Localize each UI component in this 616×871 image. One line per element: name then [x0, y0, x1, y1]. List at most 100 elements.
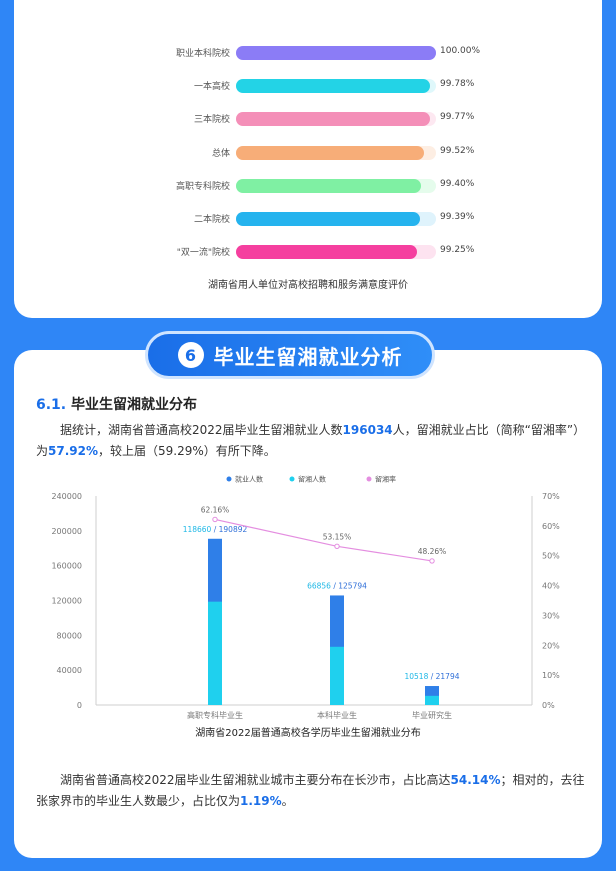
y-right-tick-label: 0%	[542, 701, 555, 710]
bar-label-retained: 118660	[183, 525, 212, 534]
satisfaction-row-value: 99.25%	[440, 245, 475, 256]
bar-label-employed: / 190892	[211, 525, 247, 534]
legend-marker	[226, 476, 232, 482]
y-right-tick-label: 30%	[542, 611, 560, 620]
para2-text-3: 。	[281, 794, 294, 808]
retention-chart: 0 40000 80000 120000 160000 200000 240000 0% 10%…	[51, 475, 560, 740]
bar-data-label: 118660 / 190892	[183, 525, 248, 534]
y-left-tick-label: 240000	[51, 492, 82, 501]
bar-label-retained: 66856	[307, 581, 331, 590]
para2-highlight-changsha: 54.14%	[450, 773, 501, 787]
x-tick-label: 高职专科毕业生	[187, 710, 243, 720]
satisfaction-row-value: 100.00%	[440, 46, 481, 56]
section-title: 毕业生留湘就业分析	[213, 344, 403, 369]
rate-data-label: 48.26%	[418, 547, 447, 556]
bar-retained	[425, 695, 439, 705]
satisfaction-bar-track	[236, 145, 436, 160]
satisfaction-bar	[236, 46, 436, 60]
satisfaction-row-label: 二本院校	[193, 215, 230, 225]
rate-data-label: 62.16%	[201, 505, 230, 514]
y-right-tick-label: 40%	[542, 582, 560, 591]
satisfaction-row: 总体 99.52%	[14, 144, 602, 162]
satisfaction-row-value: 99.52%	[440, 145, 475, 156]
rate-data-label: 53.15%	[323, 532, 352, 541]
satisfaction-row-label: 高职专科院校	[175, 181, 230, 192]
satisfaction-bar	[236, 79, 431, 94]
subsection-title: 6.1. 毕业生留湘就业分布	[36, 394, 197, 414]
y-left-tick-label: 40000	[57, 666, 82, 675]
x-tick-label: 本科毕业生	[317, 710, 357, 720]
legend-label: 留湘率	[375, 475, 396, 484]
para1-text-3: ，较上届（59.29%）有所下降。	[98, 444, 276, 458]
bar-retained	[330, 646, 344, 705]
y-right-tick-label: 60%	[542, 522, 560, 531]
y-left-tick-label: 120000	[51, 597, 82, 606]
satisfaction-row: 职业本科院校 100.00%	[14, 44, 602, 62]
y-left-tick-label: 0	[77, 701, 82, 710]
rate-point	[429, 558, 435, 564]
para2-highlight-zhangjiajie: 1.19%	[240, 794, 282, 808]
satisfaction-bar	[236, 245, 417, 260]
y-left-tick-label: 80000	[57, 631, 82, 640]
satisfaction-bar-track	[236, 212, 436, 226]
subsection-title-text: 毕业生留湘就业分布	[71, 397, 197, 413]
satisfaction-row-label: "双一流"院校	[176, 248, 230, 259]
satisfaction-bar	[236, 112, 431, 127]
paragraph-retention-summary: 据统计，湖南省普通高校2022届毕业生留湘就业人数196034人，留湘就业占比（…	[36, 420, 588, 462]
chart-caption: 湖南省2022届普通高校各学历毕业生留湘就业分布	[195, 726, 420, 739]
satisfaction-row-label: 一本高校	[193, 82, 230, 93]
bar-label-retained: 10518	[404, 672, 428, 681]
retention-card: 6.1. 毕业生留湘就业分布 据统计，湖南省普通高校2022届毕业生留湘就业人数…	[14, 350, 602, 858]
bar-data-label: 10518 / 21794	[404, 672, 459, 681]
satisfaction-card: 职业本科院校 100.00% 一本高校 99.78% 三本院校 99.77% 总体 99.52…	[14, 0, 602, 318]
legend-label: 就业人数	[235, 475, 263, 484]
bar-label-employed: / 21794	[428, 672, 459, 681]
satisfaction-bar	[236, 178, 421, 193]
legend-marker	[289, 476, 295, 482]
satisfaction-bar-track	[236, 46, 436, 60]
satisfaction-row-value: 99.40%	[440, 178, 475, 189]
para1-highlight-rate: 57.92%	[48, 444, 98, 458]
para2-text-2: ；相对的，去往张家界市的毕业生人数最少，占比仅为	[36, 773, 585, 808]
satisfaction-bar-track	[236, 79, 436, 94]
subsection-number: 6.1.	[36, 397, 67, 413]
satisfaction-row: 高职专科院校 99.40%	[14, 177, 602, 195]
bar-retained	[208, 601, 222, 705]
satisfaction-row: "双一流"院校 99.25%	[14, 243, 602, 261]
satisfaction-row-label: 总体	[211, 148, 230, 159]
satisfaction-row-value: 99.39%	[440, 212, 475, 222]
paragraph-city-distribution: 湖南省普通高校2022届毕业生留湘就业城市主要分布在长沙市，占比高达54.14%…	[36, 770, 588, 812]
satisfaction-row-label: 职业本科院校	[175, 49, 230, 59]
section-number: 6	[177, 342, 204, 368]
para1-text-1: 据统计，湖南省普通高校2022届毕业生留湘就业人数	[60, 423, 343, 437]
y-left-tick-label: 200000	[51, 527, 82, 536]
rate-point	[212, 516, 218, 523]
section-header-badge: 6 毕业生留湘就业分析	[145, 331, 435, 379]
para1-text-2: 人，留湘就业占比（简称“留湘率”）为	[36, 423, 586, 458]
y-right-tick-label: 50%	[542, 552, 560, 561]
satisfaction-row: 三本院校 99.77%	[14, 110, 602, 128]
satisfaction-bar-track	[236, 178, 436, 193]
bar-label-employed: / 125794	[331, 581, 367, 590]
legend-marker	[366, 476, 372, 482]
satisfaction-row-value: 99.78%	[440, 79, 475, 90]
satisfaction-chart-caption: 湖南省用人单位对高校招聘和服务满意度评价	[208, 280, 408, 291]
y-right-tick-label: 10%	[542, 671, 560, 680]
bar-data-label: 66856 / 125794	[307, 581, 367, 590]
y-right-tick-label: 20%	[542, 641, 560, 650]
legend-label: 留湘人数	[298, 475, 326, 484]
x-tick-label: 毕业研究生	[412, 710, 452, 720]
rate-point	[334, 543, 340, 550]
satisfaction-bar	[236, 212, 421, 226]
satisfaction-row-value: 99.77%	[440, 112, 475, 123]
para2-text-1: 湖南省普通高校2022届毕业生留湘就业城市主要分布在长沙市，占比高达	[60, 773, 451, 787]
satisfaction-bar-track	[236, 112, 436, 127]
satisfaction-row: 一本高校 99.78%	[14, 77, 602, 95]
satisfaction-bar	[236, 145, 424, 160]
satisfaction-bar-track	[236, 245, 436, 260]
para1-highlight-count: 196034	[342, 423, 393, 437]
y-left-tick-label: 160000	[51, 562, 82, 571]
satisfaction-row: 二本院校 99.39%	[14, 210, 602, 228]
y-right-tick-label: 70%	[542, 492, 560, 501]
satisfaction-row-label: 三本院校	[193, 115, 230, 126]
